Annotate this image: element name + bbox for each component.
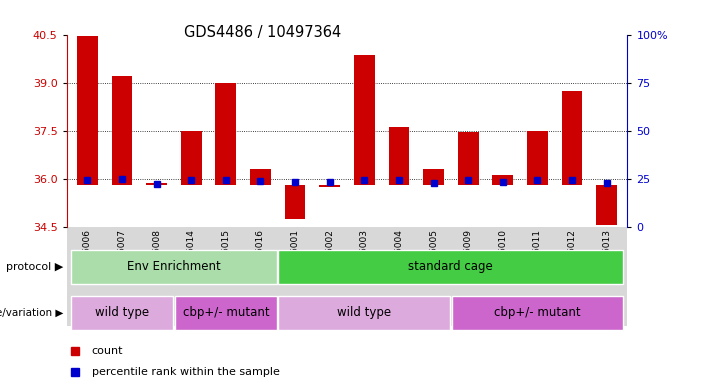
FancyBboxPatch shape [451, 296, 623, 330]
Text: percentile rank within the sample: percentile rank within the sample [92, 367, 280, 377]
Bar [388, 127, 409, 185]
Bar [181, 131, 202, 185]
Text: cbp+/- mutant: cbp+/- mutant [494, 306, 580, 319]
Bar [527, 131, 547, 185]
FancyBboxPatch shape [278, 250, 623, 284]
Bar [111, 76, 132, 185]
Bar [250, 169, 271, 185]
Bar [319, 185, 340, 187]
Bar [458, 132, 479, 185]
Text: protocol ▶: protocol ▶ [6, 262, 63, 272]
Bar [354, 55, 375, 185]
Bar [423, 169, 444, 185]
Bar [492, 175, 513, 185]
FancyBboxPatch shape [71, 250, 277, 284]
Text: GDS4486 / 10497364: GDS4486 / 10497364 [184, 25, 341, 40]
Bar [562, 91, 583, 185]
FancyBboxPatch shape [175, 296, 277, 330]
Bar [77, 36, 97, 185]
Bar [67, 227, 627, 326]
Text: wild type: wild type [337, 306, 391, 319]
Text: count: count [92, 346, 123, 356]
Text: genotype/variation ▶: genotype/variation ▶ [0, 308, 63, 318]
Bar [597, 185, 617, 225]
FancyBboxPatch shape [278, 296, 450, 330]
Text: wild type: wild type [95, 306, 149, 319]
Bar [147, 184, 167, 185]
FancyBboxPatch shape [71, 296, 173, 330]
Bar [215, 83, 236, 185]
Text: cbp+/- mutant: cbp+/- mutant [182, 306, 269, 319]
Bar [285, 185, 306, 218]
Text: Env Enrichment: Env Enrichment [127, 260, 221, 273]
Text: standard cage: standard cage [409, 260, 494, 273]
